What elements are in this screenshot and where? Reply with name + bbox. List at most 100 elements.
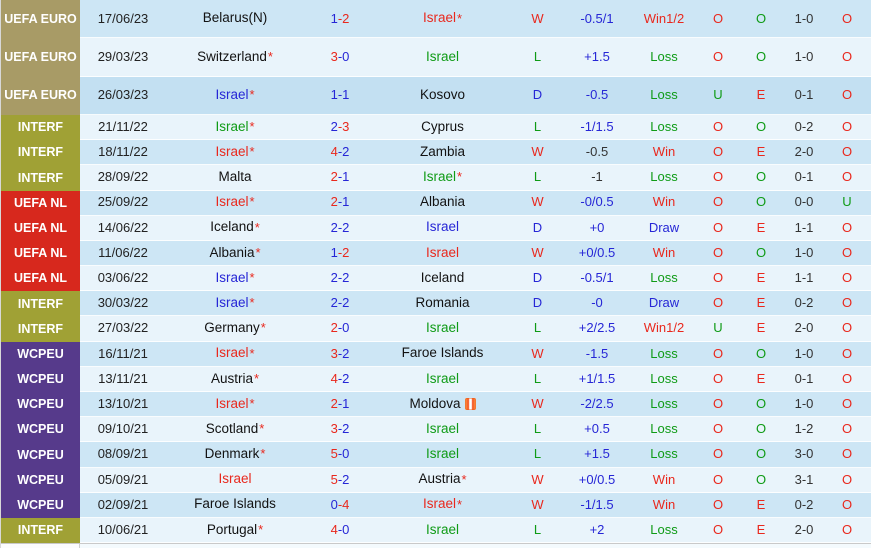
goals-over-under: O <box>700 417 736 443</box>
team-name[interactable]: Israel <box>215 194 249 210</box>
team-name[interactable]: Israel <box>215 345 249 361</box>
half-time-score: 1-0 <box>786 241 822 267</box>
goals-over-under: O <box>700 191 736 216</box>
handicap-result: Win1/2 <box>628 316 700 342</box>
match-row[interactable]: UEFA EURO 26/03/23 Israel * 1 -1 Kosovo D -0.5 Lo… <box>1 76 871 115</box>
match-row[interactable]: UEFA NL 03/06/22 Israel * 2 -2 Iceland D -0.5/1 L… <box>1 266 871 292</box>
match-row[interactable]: INTERF 30/03/22 Israel * 2 -2 Romania D -0 Draw O E… <box>1 291 871 317</box>
corner-over-under: U <box>822 191 871 216</box>
home-score: 2 <box>330 395 338 411</box>
handicap-result: Draw <box>628 216 700 241</box>
match-row[interactable]: INTERF 18/11/22 Israel * 4 -2 Zambia W -0.5 Win O E… <box>1 140 871 166</box>
result-letter: L <box>509 417 566 443</box>
home-team: Switzerland * <box>166 38 304 77</box>
competition-badge: INTERF <box>1 316 80 342</box>
match-date: 18/11/22 <box>80 140 166 166</box>
team-name[interactable]: Israel <box>215 269 249 285</box>
asian-handicap-line: +2/2.5 <box>566 316 628 342</box>
competition-badge: WCPEU <box>1 467 80 493</box>
team-name[interactable]: Faroe Islands <box>401 345 484 361</box>
team-name[interactable]: Israel <box>215 86 249 102</box>
team-name[interactable]: Israel <box>215 143 249 159</box>
away-team: Romania <box>376 291 509 317</box>
match-row[interactable]: WCPEU 16/11/21 Israel * 3 -2 Faroe Islands W -1.… <box>1 341 871 367</box>
handicap-result: Loss <box>628 77 700 115</box>
key-match-star: * <box>260 446 266 462</box>
match-row[interactable]: WCPEU 09/10/21 Scotland * 3 -2 Israel L +0.5 Loss… <box>1 417 871 443</box>
key-match-star: * <box>249 295 255 311</box>
half-time-score: 1-0 <box>786 392 822 418</box>
corner-over-under: O <box>822 241 871 267</box>
team-name[interactable]: Israel <box>425 446 459 462</box>
team-name[interactable]: Malta <box>218 169 252 185</box>
odd-even: O <box>736 342 786 367</box>
team-name[interactable]: Portugal <box>206 521 258 537</box>
team-name[interactable]: Israel <box>425 420 459 436</box>
odd-even: E <box>736 291 786 317</box>
team-name[interactable]: Israel <box>215 395 249 411</box>
team-name[interactable]: Scotland <box>205 420 259 436</box>
away-score: -3 <box>337 118 350 134</box>
away-score: -0 <box>337 48 350 64</box>
asian-handicap-line: -1 <box>566 165 628 191</box>
team-name[interactable]: Austria <box>210 370 253 386</box>
team-name[interactable]: Romania <box>415 294 470 310</box>
team-name[interactable]: Belarus(N) <box>202 10 268 26</box>
team-name[interactable]: Israel <box>422 10 456 26</box>
team-name[interactable]: Israel <box>425 320 459 336</box>
match-row[interactable]: INTERF 27/03/22 Germany * 2 -0 Israel L +2/2.5 Wi… <box>1 316 871 342</box>
team-name[interactable]: Israel <box>425 219 459 235</box>
match-row[interactable]: UEFA NL 11/06/22 Albania * 1 -2 Israel W +0/0.5 W… <box>1 240 871 267</box>
team-name[interactable]: Cyprus <box>421 118 464 134</box>
team-name[interactable]: Iceland <box>420 269 465 285</box>
competition-badge: INTERF <box>1 291 80 317</box>
match-row[interactable]: WCPEU 08/09/21 Denmark * 5 -0 Israel L +1.5 Loss O… <box>1 442 871 468</box>
team-name[interactable]: Faroe Islands <box>194 496 276 512</box>
team-name[interactable]: Israel <box>425 244 459 260</box>
away-team: Israel * <box>376 493 509 518</box>
team-name[interactable]: Moldova <box>409 395 461 411</box>
goals-over-under: O <box>700 0 736 39</box>
team-name[interactable]: Denmark <box>204 446 260 462</box>
home-score: 2 <box>330 320 338 336</box>
team-name[interactable]: Israel <box>218 471 252 487</box>
team-name[interactable]: Kosovo <box>419 86 466 102</box>
team-name[interactable]: Albania <box>209 244 255 260</box>
team-name[interactable]: Israel <box>215 294 249 310</box>
corner-over-under: O <box>822 165 871 191</box>
home-team: Albania * <box>166 241 304 267</box>
match-row[interactable]: WCPEU 05/09/21 Israel 5 -2 Austria * W +0/0.5 Win… <box>1 467 871 493</box>
match-row[interactable]: UEFA NL 14/06/22 Iceland * 2 -2 Israel D +0 Draw O… <box>1 215 871 241</box>
team-name[interactable]: Israel <box>422 169 456 185</box>
away-score: -4 <box>337 496 350 512</box>
team-name[interactable]: Israel <box>425 521 459 537</box>
team-name[interactable]: Albania <box>419 194 466 210</box>
next-row-sliver <box>1 543 871 548</box>
team-name[interactable]: Israel <box>425 48 459 64</box>
full-time-score: 2 -3 <box>304 115 376 141</box>
match-row[interactable]: UEFA EURO 17/06/23 Belarus(N) 1 -2 Israel * W -0… <box>1 0 871 39</box>
match-row[interactable]: INTERF 10/06/21 Portugal * 4 -0 Israel L +2 Loss O… <box>1 517 871 544</box>
match-row[interactable]: WCPEU 13/10/21 Israel * 2 -1 Moldova W -2/2.5 Los… <box>1 392 871 418</box>
match-row[interactable]: INTERF 21/11/22 Israel * 2 -3 Cyprus L -1/1.5 Los… <box>1 114 871 141</box>
team-name[interactable]: Germany <box>204 320 260 336</box>
team-name[interactable]: Switzerland <box>197 48 267 64</box>
goals-over-under: O <box>700 291 736 317</box>
competition-badge: UEFA NL <box>1 215 80 241</box>
team-name[interactable]: Austria <box>418 471 461 487</box>
team-name[interactable]: Iceland <box>210 219 254 235</box>
match-row[interactable]: UEFA EURO 29/03/23 Switzerland * 3 -0 Israel L +… <box>1 38 871 77</box>
team-name[interactable]: Zambia <box>419 143 465 159</box>
home-team: Israel * <box>166 266 304 292</box>
team-name[interactable]: Israel <box>422 496 456 512</box>
away-score: -2 <box>337 144 350 160</box>
team-name[interactable]: Israel <box>425 370 459 386</box>
match-row[interactable]: WCPEU 13/11/21 Austria * 4 -2 Israel L +1/1.5 Los… <box>1 366 871 393</box>
match-row[interactable]: WCPEU 02/09/21 Faroe Islands 0 -4 Israel * W -1/… <box>1 492 871 518</box>
team-name[interactable]: Israel <box>215 118 249 134</box>
corner-over-under: O <box>822 518 871 544</box>
match-row[interactable]: UEFA NL 25/09/22 Israel * 2 -1 Albania W -0/0.5 W… <box>1 190 871 216</box>
match-row[interactable]: INTERF 28/09/22 Malta 2 -1 Israel * L -1 Loss O O 0-… <box>1 165 871 191</box>
match-date: 05/09/21 <box>80 468 166 493</box>
